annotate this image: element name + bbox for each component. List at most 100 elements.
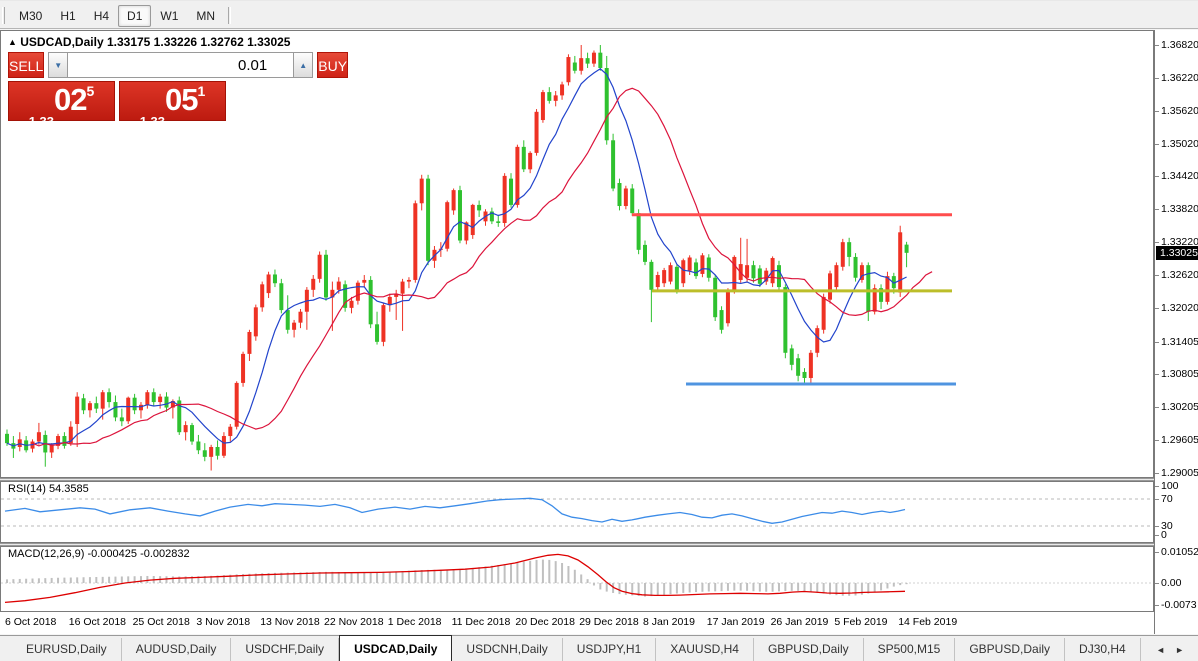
price-tick-label: 1.32020 [1161,301,1198,314]
axis-tick-mark [1155,45,1159,46]
axis-tick-mark [1155,526,1159,527]
axis-tick-mark [1155,407,1159,409]
sell-price-pip: 5 [86,83,95,99]
buy-price-pip: 1 [197,83,206,99]
timeframe-button-w1[interactable]: W1 [160,9,179,23]
axis-tick-mark [1155,77,1159,79]
toolbar-separator [228,7,232,24]
pane-splitter[interactable] [0,543,1154,546]
axis-tick-mark [1155,583,1159,584]
symbol-tab-dj30-h4[interactable]: DJ30,H4 [1065,638,1141,661]
timeframe-button-h1[interactable]: H1 [60,9,76,23]
symbol-tab-gbpusd-daily[interactable]: GBPUSD,Daily [955,638,1066,661]
rsi-tick-label: 100 [1161,480,1179,492]
buy-price-prefix: 1.33 [139,114,166,129]
timeframe-button-h4[interactable]: H4 [93,9,110,23]
rsi-tick-label: 70 [1161,493,1173,505]
axis-tick-mark [1155,374,1159,376]
date-tick-label: 29 Dec 2018 [579,616,639,628]
symbol-tab-usdcad-daily[interactable]: USDCAD,Daily [339,635,453,661]
timeframe-button-mn[interactable]: MN [196,9,216,23]
date-tick-label: 6 Oct 2018 [5,616,57,628]
date-tick-label: 20 Dec 2018 [515,616,575,628]
price-tick-label: 1.30805 [1161,368,1198,381]
axis-tick-mark [1155,440,1159,442]
price-tick-label: 1.31405 [1161,335,1198,348]
pane-splitter[interactable] [0,478,1154,481]
date-tick-label: 25 Oct 2018 [132,616,190,628]
sell-button[interactable]: SELL [8,52,45,78]
axis-tick-mark [1155,110,1159,112]
macd-indicator-pane[interactable] [0,546,1154,612]
price-tick-label: 1.36820 [1161,39,1198,51]
date-axis[interactable]: 6 Oct 2018 16 Oct 2018 25 Oct 2018 3 Nov 20… [0,612,1154,634]
buy-price-panel[interactable]: 1.33051 [119,81,226,129]
macd-tick-label: 0.00 [1161,577,1182,589]
axis-tick-mark [1155,209,1159,211]
axis-tick-mark [1155,341,1159,343]
symbol-tab-eurusd-daily[interactable]: EURUSD,Daily [12,638,122,661]
macd-tick-label: 0.010525 [1161,546,1198,558]
price-tick-label: 1.32620 [1161,269,1198,282]
date-tick-label: 17 Jan 2019 [706,616,765,628]
chevron-down-icon: ▼ [54,61,63,70]
buy-button[interactable]: BUY [317,52,349,78]
axis-tick-mark [1155,473,1159,474]
axis-tick-mark [1155,604,1159,606]
symbol-tab-tech100-h1[interactable]: TECH100,H1 [1141,638,1148,661]
symbol-tab-usdchf-daily[interactable]: USDCHF,Daily [231,638,340,661]
chart-ohlc-values: 1.33175 1.33226 1.32762 1.33025 [106,35,291,49]
date-tick-label: 22 Nov 2018 [324,616,384,628]
current-price-tag: 1.33025 [1156,245,1198,260]
date-tick-label: 13 Nov 2018 [260,616,320,628]
volume-decrease-button[interactable]: ▼ [48,52,69,78]
volume-increase-button[interactable]: ▲ [293,52,314,78]
axis-tick-mark [1155,552,1159,553]
collapse-triangle-icon[interactable]: ▲ [8,37,17,47]
axis-tick-mark [1155,307,1159,309]
volume-input[interactable] [68,52,294,78]
date-tick-label: 14 Feb 2019 [898,616,958,628]
price-tick-label: 1.33820 [1161,203,1198,216]
sell-price-main: 02 [54,82,87,117]
macd-label: MACD(12,26,9) -0.000425 -0.002832 [8,548,190,560]
axis-tick-mark [1155,143,1159,145]
rsi-tick-label: 0 [1161,529,1167,541]
symbol-tabbar: EURUSD,Daily AUDUSD,Daily USDCHF,Daily USDC… [0,635,1198,661]
axis-tick-mark [1155,275,1159,277]
price-tick-label: 1.29605 [1161,434,1198,447]
timeframe-button-d1[interactable]: D1 [118,5,152,27]
axis-tick-mark [1155,242,1159,244]
symbol-tab-xauusd-h4[interactable]: XAUUSD,H4 [656,638,754,661]
tab-scroll-right-button[interactable]: ► [1175,645,1184,655]
symbol-tab-sp500-m15[interactable]: SP500,M15 [864,638,956,661]
buy-price-main: 05 [165,82,198,117]
rsi-tick-label: 30 [1161,520,1173,532]
one-click-trade-widget: SELL ▼ ▲ BUY 1.33025 1.33051 [8,52,349,129]
date-tick-label: 3 Nov 2018 [196,616,251,628]
price-tick-label: 1.34420 [1161,170,1198,183]
axis-tick-mark [1155,486,1159,487]
price-axis[interactable]: 1.33025 1.36820 1.36220 1.35620 1.35020 1.34… [1154,30,1198,634]
symbol-tab-gbpusd-daily[interactable]: GBPUSD,Daily [754,638,864,661]
tab-scroll-left-button[interactable]: ◄ [1156,645,1166,655]
rsi-indicator-pane[interactable] [0,481,1154,543]
date-tick-label: 16 Oct 2018 [68,616,127,628]
axis-tick-mark [1155,499,1159,500]
timeframe-button-m30[interactable]: M30 [19,9,43,23]
sell-price-panel[interactable]: 1.33025 [8,81,115,129]
date-tick-label: 5 Feb 2019 [834,616,888,628]
symbol-tab-audusd-daily[interactable]: AUDUSD,Daily [122,638,232,661]
chevron-up-icon: ▲ [299,61,308,70]
price-tick-label: 1.35620 [1161,104,1198,117]
symbol-tab-usdcnh-daily[interactable]: USDCNH,Daily [452,638,563,661]
symbol-tab-usdjpy-h1[interactable]: USDJPY,H1 [563,638,657,661]
rsi-label: RSI(14) 54.3585 [8,483,89,495]
symbol-tabs: EURUSD,Daily AUDUSD,Daily USDCHF,Daily USDC… [12,635,1148,661]
chart-title: ▲ USDCAD,Daily 1.33175 1.33226 1.32762 1… [8,35,290,49]
toolbar-grip[interactable] [2,7,5,24]
sell-price-prefix: 1.33 [28,114,55,129]
price-tick-label: 1.36220 [1161,71,1198,84]
chart-workspace: ▲ USDCAD,Daily 1.33175 1.33226 1.32762 1… [0,30,1198,634]
